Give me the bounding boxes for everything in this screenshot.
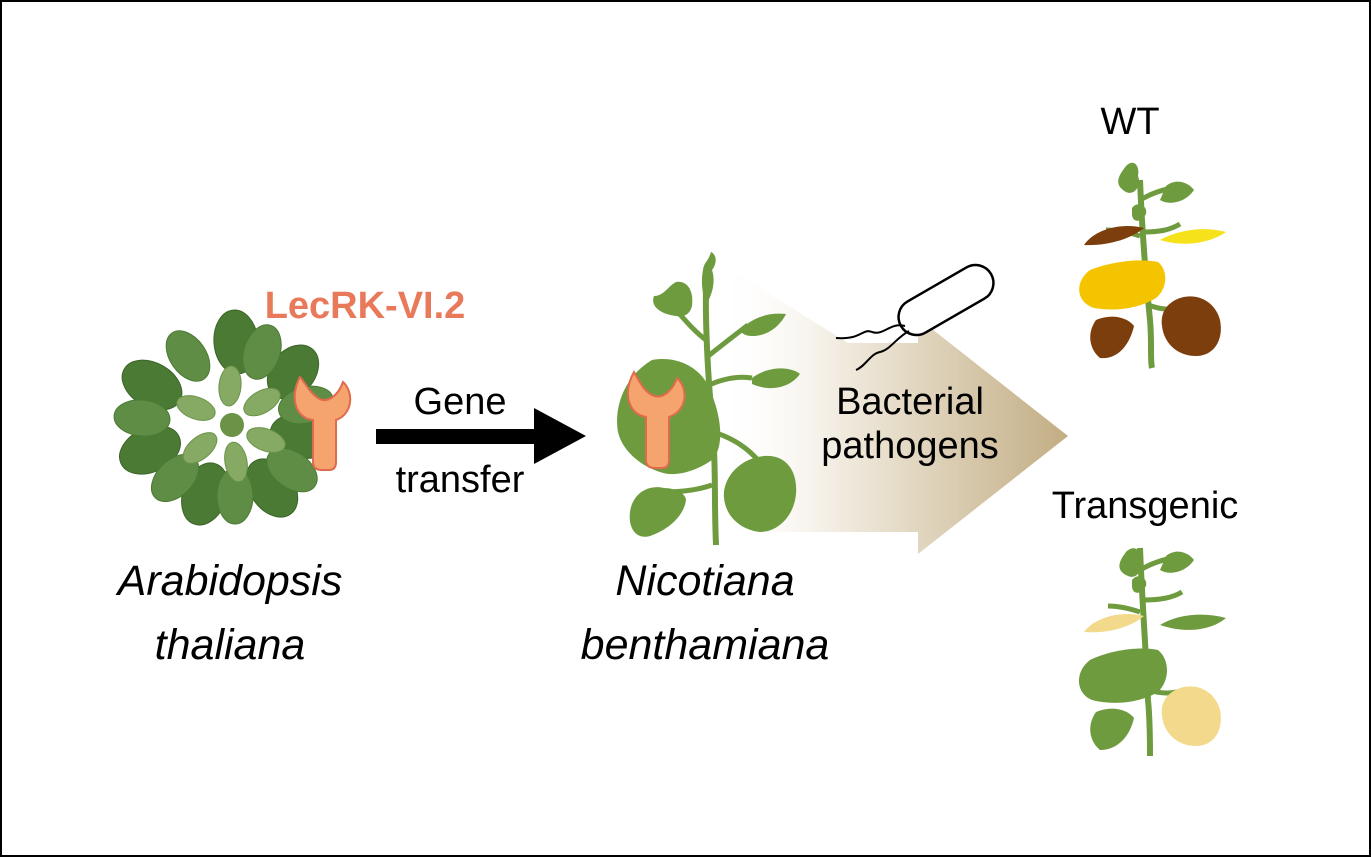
source-species-line1: Arabidopsis xyxy=(117,557,343,605)
gene-name-label: LecRK-VI.2 xyxy=(264,285,466,327)
transgenic-label: Transgenic xyxy=(1051,485,1239,527)
source-species-line2: thaliana xyxy=(154,621,306,669)
lecrk-receptor-transferred-icon xyxy=(627,370,686,469)
transfer-label-line2: transfer xyxy=(395,459,525,501)
bacterium-icon xyxy=(835,263,995,371)
wt-label: WT xyxy=(1100,101,1160,143)
pathogen-treatment-arrow xyxy=(718,262,1068,554)
treatment-label-line2: pathogens xyxy=(821,425,999,467)
lecrk-receptor-icon xyxy=(293,375,352,471)
target-species-line1: Nicotiana xyxy=(615,557,795,605)
transfer-label-line1: Gene xyxy=(413,381,507,423)
transgenic-plant-icon xyxy=(1078,547,1226,757)
treatment-label-line1: Bacterial xyxy=(836,381,984,423)
wt-plant-icon xyxy=(1079,162,1226,369)
arabidopsis-rosette-icon xyxy=(113,309,335,526)
target-species-line2: benthamiana xyxy=(580,621,830,669)
gene-transfer-arrow xyxy=(376,408,586,464)
